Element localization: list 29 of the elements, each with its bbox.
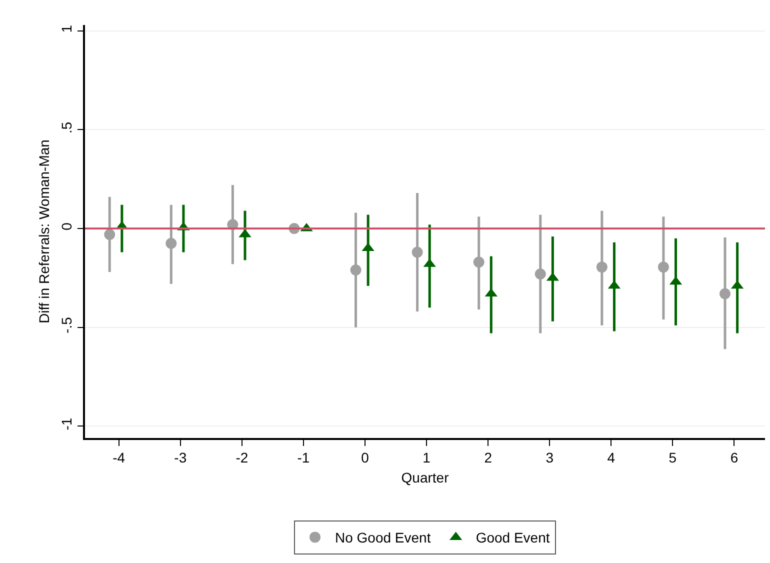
x-tick-label: -1 xyxy=(297,450,310,466)
y-tick-label: -.5 xyxy=(58,316,75,334)
x-tick-label: 6 xyxy=(730,450,738,466)
y-tick-label: -1 xyxy=(58,418,75,430)
y-axis-title: Diff in Referrals: Woman-Man xyxy=(36,140,52,324)
point xyxy=(166,238,177,249)
x-tick-label: 2 xyxy=(484,450,492,466)
point xyxy=(720,288,730,300)
legend-label: Good Event xyxy=(476,530,550,546)
x-tick-label: -2 xyxy=(236,450,248,466)
point xyxy=(473,256,484,268)
y-tick-label: .5 xyxy=(58,122,75,134)
legend-label: No Good Event xyxy=(335,530,431,546)
x-tick-label: 0 xyxy=(361,450,370,466)
x-tick-label: 1 xyxy=(422,450,431,466)
x-tick-label: 5 xyxy=(668,450,677,466)
point xyxy=(104,228,116,240)
x-tick-label: 3 xyxy=(546,450,554,466)
point xyxy=(534,268,546,280)
x-tick-label: -4 xyxy=(112,450,126,466)
y-tick-label: 1 xyxy=(58,24,75,33)
x-axis-title: Quarter xyxy=(401,469,450,486)
point xyxy=(412,246,423,258)
point xyxy=(658,262,669,273)
x-tick-label: -3 xyxy=(174,450,187,466)
point xyxy=(596,262,608,273)
y-tick-label: 0 xyxy=(58,222,75,230)
x-tick-label: 4 xyxy=(607,450,616,466)
point xyxy=(350,264,362,276)
